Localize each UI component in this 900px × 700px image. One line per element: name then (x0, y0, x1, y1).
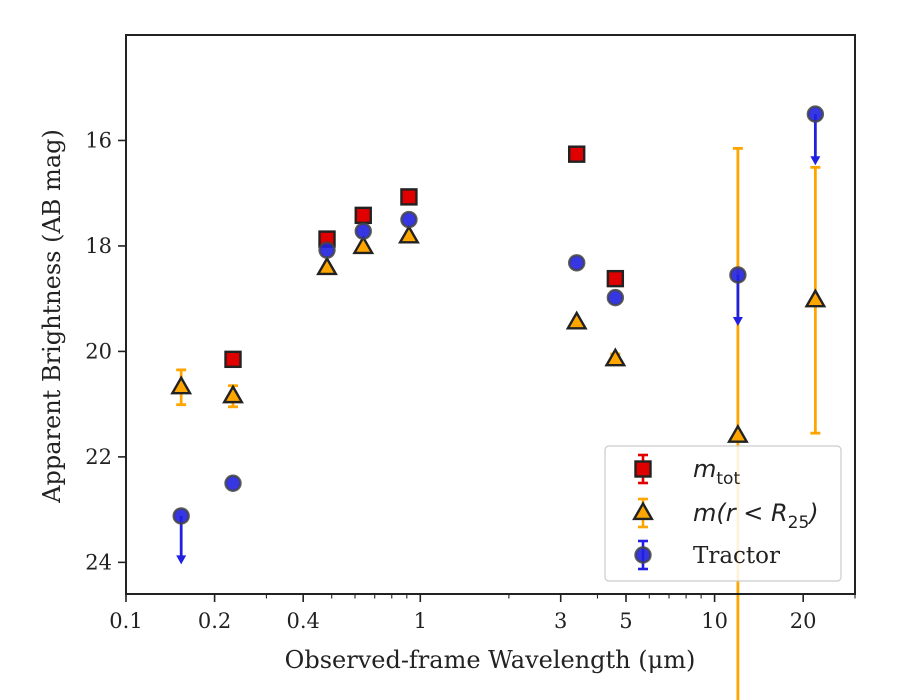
data-point-mtot (224, 350, 242, 369)
x-tick-label: 5 (619, 609, 632, 633)
data-point-tractor (568, 254, 586, 272)
legend-label-main: m(r < R (693, 499, 788, 527)
legend-label-0: mtot (693, 455, 740, 489)
x-tick-label: 0.4 (286, 609, 319, 633)
data-point-mtot (400, 188, 418, 206)
x-tick-label: 0.2 (198, 609, 231, 633)
data-point-m-r25 (222, 384, 244, 404)
legend-label-subscript: tot (716, 469, 740, 489)
data-point-tractor (806, 105, 825, 123)
data-point-mtot (568, 145, 586, 163)
legend-box (604, 445, 842, 582)
x-tick-label: 10 (701, 609, 728, 633)
x-axis-label: Observed-frame Wavelength (μm) (285, 646, 696, 674)
data-point-tractor (172, 507, 190, 525)
data-point-m-r25 (398, 224, 420, 244)
data-point-mtot (354, 206, 372, 225)
legend-marker-2 (634, 546, 652, 564)
upper-limit-arrow-head (176, 555, 187, 565)
data-point-m-r25 (352, 235, 375, 255)
data-point-tractor (729, 266, 747, 284)
legend: mtot m(r < R25) Tractor (604, 445, 842, 582)
y-tick-label: 16 (85, 128, 112, 152)
axes: 0.1 0.2 0.4 1 3 5 10 20 16 18 20 22 24 (85, 128, 856, 633)
legend-marker-1 (632, 501, 654, 521)
legend-label-1: m(r < R25) (693, 499, 819, 533)
legend-label-tail: ) (807, 499, 818, 527)
data-point-tractor (606, 288, 625, 307)
data-point-tractor (354, 222, 372, 240)
data-marks (170, 105, 827, 700)
x-tick-label: 1 (414, 609, 427, 633)
upper-limit-arrow-head (810, 156, 821, 166)
data-point-m-r25 (804, 288, 827, 308)
x-tick-label: 3 (554, 609, 567, 633)
data-point-m-r25 (565, 310, 588, 330)
y-tick-label: 20 (85, 339, 112, 363)
data-point-tractor (224, 474, 242, 492)
upper-limit-arrow-head (732, 317, 743, 327)
legend-label-tractor: Tractor (693, 543, 780, 569)
data-point-mtot (606, 269, 625, 288)
legend-label-main: m (693, 455, 716, 483)
data-point-tractor (318, 241, 336, 259)
y-tick-label: 18 (85, 234, 112, 258)
y-tick-label: 22 (85, 445, 112, 469)
data-point-m-r25 (726, 423, 749, 443)
plot-frame (125, 34, 856, 595)
legend-marker-0 (634, 460, 652, 478)
data-point-tractor (400, 210, 418, 229)
y-tick-label: 24 (85, 550, 112, 574)
data-point-m-r25 (316, 256, 338, 276)
y-axis-label: Apparent Brightness (AB mag) (38, 129, 66, 504)
data-point-m-r25 (604, 347, 627, 367)
legend-label-subscript: 25 (788, 513, 810, 533)
x-tick-label: 0.1 (109, 609, 142, 633)
data-point-m-r25 (170, 375, 193, 395)
x-tick-label: 20 (790, 609, 817, 633)
